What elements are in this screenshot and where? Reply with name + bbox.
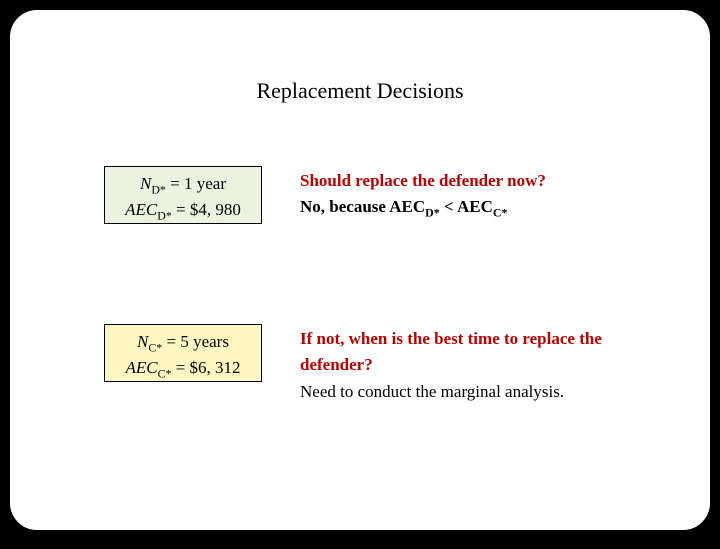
challenger-box: NC* = 5 years AECC* = $6, 312 bbox=[104, 324, 262, 382]
aec-sub: C* bbox=[158, 367, 172, 381]
n-value: = 5 years bbox=[162, 332, 229, 351]
aec-value: = $4, 980 bbox=[172, 200, 241, 219]
challenger-n-line: NC* = 5 years bbox=[137, 329, 229, 355]
aec-sub: D* bbox=[157, 209, 172, 223]
defender-n-line: ND* = 1 year bbox=[140, 171, 226, 197]
aec-symbol: AEC bbox=[125, 200, 157, 219]
defender-row: ND* = 1 year AECD* = $4, 980 Should repl… bbox=[10, 166, 710, 224]
q1-answer-prefix: No, because AEC bbox=[300, 197, 425, 216]
n-symbol: N bbox=[137, 332, 148, 351]
q1-answer-mid: < AEC bbox=[440, 197, 493, 216]
challenger-row: NC* = 5 years AECC* = $6, 312 If not, wh… bbox=[10, 324, 710, 405]
defender-box: ND* = 1 year AECD* = $4, 980 bbox=[104, 166, 262, 224]
challenger-aec-line: AECC* = $6, 312 bbox=[125, 355, 240, 381]
q1-block: Should replace the defender now? No, bec… bbox=[300, 166, 546, 221]
q2-question: If not, when is the best time to replace… bbox=[300, 326, 640, 379]
q1-question: Should replace the defender now? bbox=[300, 168, 546, 194]
q1-answer-sub2: C* bbox=[493, 206, 508, 220]
q2-block: If not, when is the best time to replace… bbox=[300, 324, 640, 405]
defender-aec-line: AECD* = $4, 980 bbox=[125, 197, 241, 223]
slide-title: Replacement Decisions bbox=[10, 78, 710, 104]
q1-answer-sub1: D* bbox=[425, 206, 440, 220]
slide-frame: Replacement Decisions ND* = 1 year AECD*… bbox=[9, 9, 711, 531]
n-sub: C* bbox=[148, 340, 162, 354]
n-symbol: N bbox=[140, 174, 151, 193]
q1-answer: No, because AECD* < AECC* bbox=[300, 194, 546, 220]
n-value: = 1 year bbox=[166, 174, 226, 193]
aec-value: = $6, 312 bbox=[171, 358, 240, 377]
q2-answer: Need to conduct the marginal analysis. bbox=[300, 379, 640, 405]
n-sub: D* bbox=[151, 182, 166, 196]
aec-symbol: AEC bbox=[125, 358, 157, 377]
